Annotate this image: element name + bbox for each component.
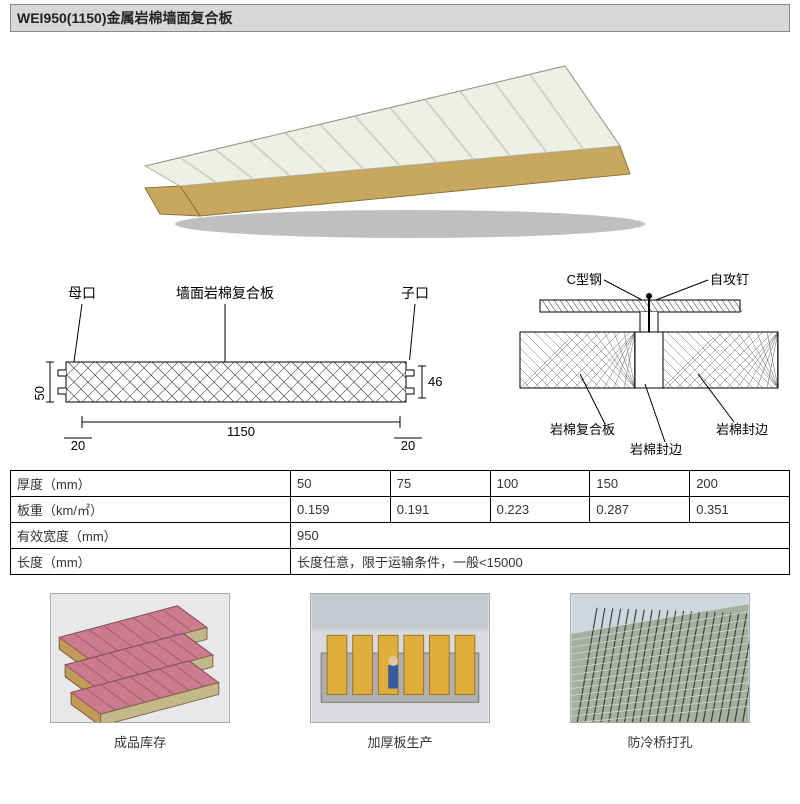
svg-text:岩棉封边: 岩棉封边 (716, 422, 768, 437)
panel-3d-svg (120, 56, 680, 246)
svg-text:46: 46 (428, 374, 442, 389)
thumb-stock (50, 593, 230, 723)
cell: 200 (690, 471, 790, 497)
cell: 75 (390, 471, 490, 497)
spec-table: 厚度（mm）5075100150200板重（km/㎡）0.1590.1910.2… (10, 470, 790, 575)
svg-text:墙面岩棉复合板: 墙面岩棉复合板 (176, 285, 274, 301)
svg-text:C型钢: C型钢 (567, 272, 602, 287)
gallery: 成品库存 加厚板生产 防冷桥打孔 (10, 593, 790, 751)
cell: 0.223 (490, 497, 590, 523)
gallery-caption: 成品库存 (40, 732, 240, 751)
svg-text:20: 20 (401, 438, 415, 453)
table-row: 板重（km/㎡）0.1590.1910.2230.2870.351 (11, 497, 790, 523)
svg-text:自攻钉: 自攻钉 (710, 272, 749, 287)
row-label: 长度（mm） (11, 549, 291, 575)
thumb-production (310, 593, 490, 723)
gallery-item: 加厚板生产 (300, 593, 500, 751)
cell-span: 950 (291, 523, 790, 549)
svg-text:岩棉复合板: 岩棉复合板 (550, 422, 615, 437)
joint-detail-diagram: C型钢 自攻钉 岩棉复合板 岩棉封边 岩棉封边 (480, 266, 790, 466)
cell: 50 (291, 471, 391, 497)
gallery-item: 防冷桥打孔 (560, 593, 760, 751)
thumb-perforation (570, 593, 750, 723)
cell: 0.287 (590, 497, 690, 523)
cell: 150 (590, 471, 690, 497)
page-title: WEI950(1150)金属岩棉墙面复合板 (10, 4, 790, 32)
svg-text:1150: 1150 (227, 424, 255, 439)
svg-text:子口: 子口 (401, 285, 429, 301)
svg-text:岩棉封边: 岩棉封边 (630, 442, 682, 457)
cross-section-diagram: 母口 墙面岩棉复合板 子口 50 1150 20 20 (10, 266, 480, 466)
gallery-caption: 加厚板生产 (300, 732, 500, 751)
svg-text:20: 20 (71, 438, 85, 453)
gallery-item: 成品库存 (40, 593, 240, 751)
table-row: 有效宽度（mm）950 (11, 523, 790, 549)
hero-product-render (10, 36, 790, 266)
cell-span: 长度任意，限于运输条件，一般<15000 (291, 549, 790, 575)
gallery-caption: 防冷桥打孔 (560, 732, 760, 751)
table-row: 长度（mm）长度任意，限于运输条件，一般<15000 (11, 549, 790, 575)
cell: 100 (490, 471, 590, 497)
row-label: 有效宽度（mm） (11, 523, 291, 549)
cell: 0.351 (690, 497, 790, 523)
svg-text:母口: 母口 (68, 285, 96, 301)
svg-text:50: 50 (32, 386, 47, 400)
table-row: 厚度（mm）5075100150200 (11, 471, 790, 497)
row-label: 板重（km/㎡） (11, 497, 291, 523)
cell: 0.159 (291, 497, 391, 523)
cell: 0.191 (390, 497, 490, 523)
row-label: 厚度（mm） (11, 471, 291, 497)
